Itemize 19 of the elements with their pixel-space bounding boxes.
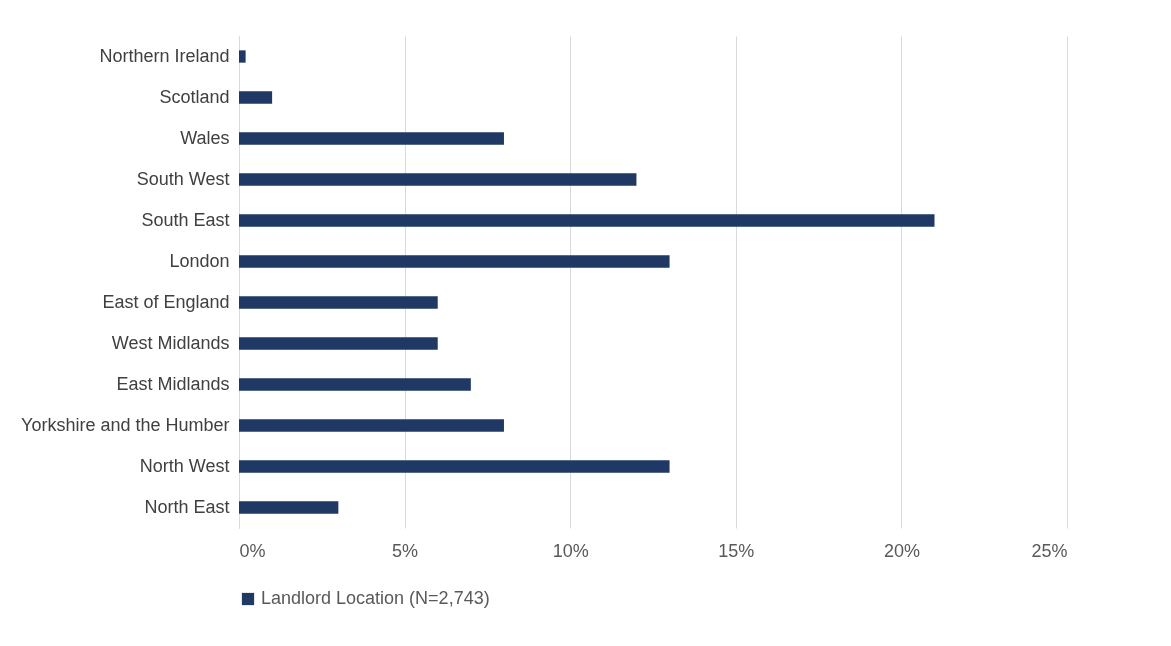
- y-tick-label: Yorkshire and the Humber: [21, 414, 230, 435]
- y-tick-label: Wales: [180, 127, 230, 148]
- x-tick-label: 5%: [392, 540, 419, 561]
- y-tick-label: South West: [136, 168, 230, 189]
- x-tick-label: 15%: [718, 540, 755, 561]
- y-tick-label: North East: [144, 496, 230, 517]
- legend-label: Landlord Location (N=2,743): [261, 588, 490, 608]
- y-tick-label: East of England: [102, 291, 230, 312]
- x-tick-label: 25%: [1031, 540, 1068, 561]
- y-tick-label: Scotland: [159, 86, 230, 107]
- y-tick-label: East Midlands: [116, 373, 230, 394]
- y-tick-label: North West: [139, 455, 230, 476]
- y-tick-label: London: [169, 250, 230, 271]
- y-tick-label: South East: [141, 209, 230, 230]
- y-tick-label: West Midlands: [111, 332, 230, 353]
- x-tick-label: 10%: [552, 540, 589, 561]
- x-tick-label: 0%: [239, 540, 266, 561]
- y-tick-label: Northern Ireland: [99, 45, 230, 66]
- x-tick-label: 20%: [883, 540, 920, 561]
